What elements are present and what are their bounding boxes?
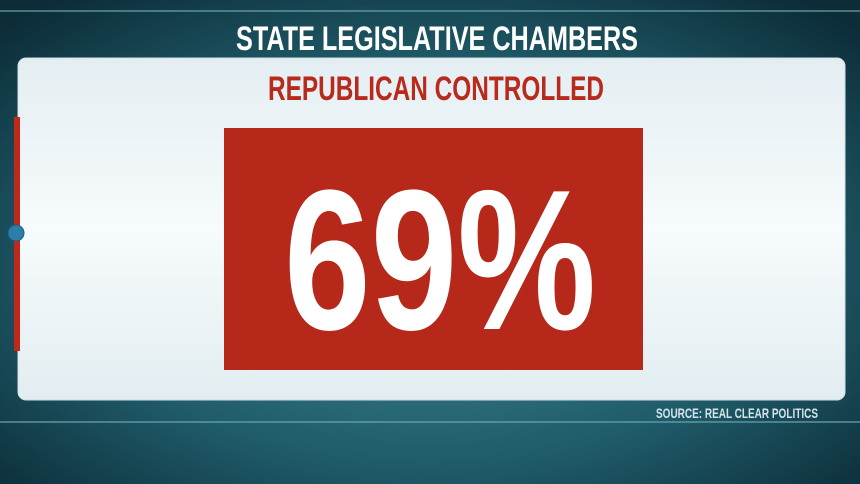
- stat-value: 69%: [284, 149, 596, 372]
- rule: [0, 10, 860, 12]
- stat-box: [224, 128, 643, 370]
- title: STATE LEGISLATIVE CHAMBERS: [236, 20, 638, 58]
- side-dot: [7, 224, 25, 242]
- source: SOURCE: REAL CLEAR POLITICS: [656, 405, 818, 421]
- subtitle: REPUBLICAN CONTROLLED: [268, 70, 604, 108]
- rule: [0, 421, 860, 423]
